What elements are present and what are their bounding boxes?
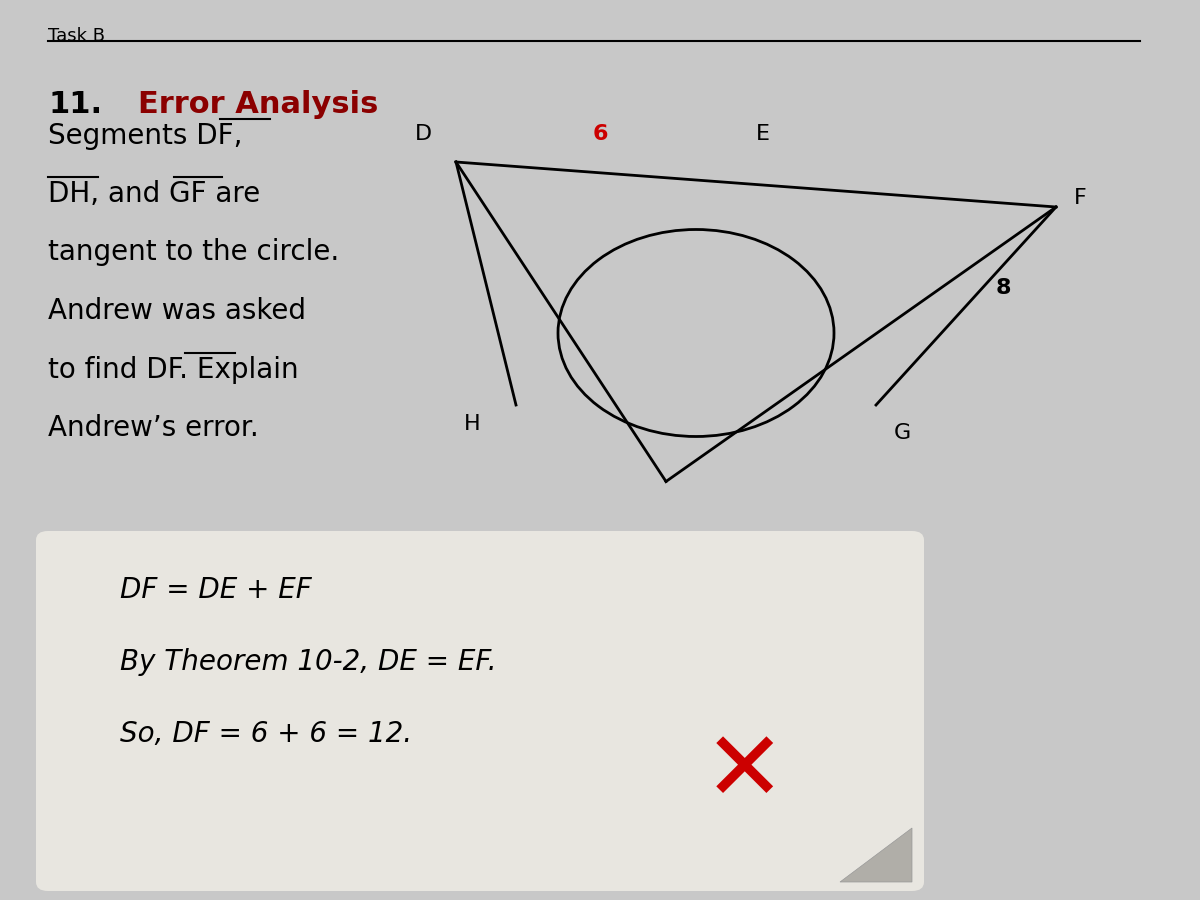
Text: Segments DF,: Segments DF, [48,122,242,149]
Text: Error Analysis: Error Analysis [138,90,378,119]
Text: DF = DE + EF: DF = DE + EF [120,576,312,604]
Text: F: F [1074,188,1087,208]
Text: DH, and GF are: DH, and GF are [48,180,260,208]
Text: So, DF = 6 + 6 = 12.: So, DF = 6 + 6 = 12. [120,720,412,748]
Text: to find DF. Explain: to find DF. Explain [48,356,299,383]
Text: G: G [894,423,911,443]
Text: 6: 6 [593,124,607,144]
Text: tangent to the circle.: tangent to the circle. [48,238,340,266]
Text: D: D [415,124,432,144]
Polygon shape [840,828,912,882]
Text: Andrew was asked: Andrew was asked [48,297,306,325]
FancyBboxPatch shape [36,531,924,891]
Text: ✕: ✕ [703,727,785,821]
Text: 8: 8 [996,278,1012,298]
Text: By Theorem 10-2, DE = EF.: By Theorem 10-2, DE = EF. [120,648,497,676]
Text: 11.: 11. [48,90,102,119]
Text: Task B: Task B [48,27,106,45]
Text: E: E [756,124,770,144]
Text: H: H [463,414,480,434]
Text: Andrew’s error.: Andrew’s error. [48,414,259,442]
